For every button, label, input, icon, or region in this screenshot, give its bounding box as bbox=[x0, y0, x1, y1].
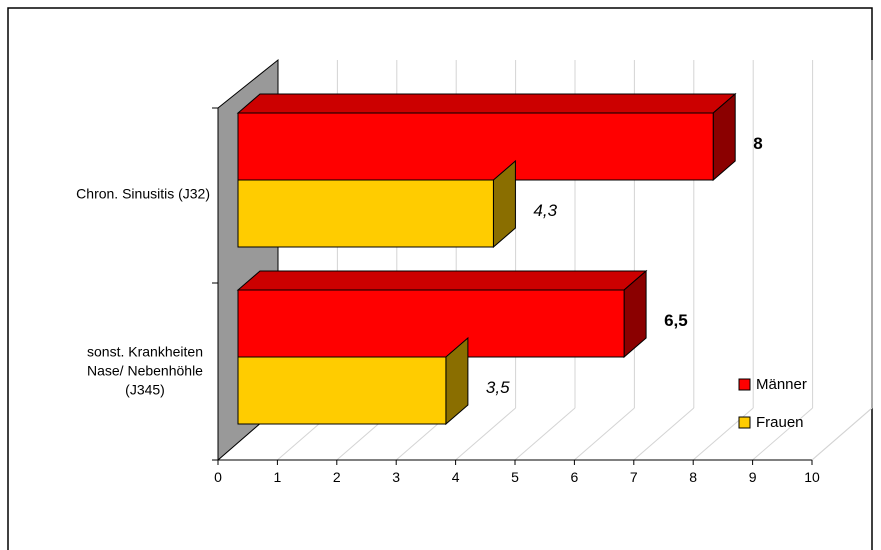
category-label: Nase/ Nebenhöhle bbox=[87, 363, 203, 379]
legend-label-frauen: Frauen bbox=[756, 414, 804, 431]
x-tick-label: 8 bbox=[689, 469, 697, 485]
category-label: sonst. Krankheiten bbox=[87, 344, 203, 360]
floor-gridline bbox=[455, 407, 516, 461]
bar-m-nner-sonst-krankheiten-na bbox=[237, 289, 625, 358]
x-tick-label: 10 bbox=[804, 469, 820, 485]
bar-frauen-sonst-krankheiten-na bbox=[237, 356, 447, 425]
data-label-m-nner-chron-sinusitis-j32: 8 bbox=[753, 134, 762, 153]
category-label: (J345) bbox=[125, 382, 165, 398]
x-tick-label: 9 bbox=[749, 469, 757, 485]
data-label-frauen-chron-sinusitis-j32: 4,3 bbox=[533, 201, 557, 220]
x-tick-label: 6 bbox=[571, 469, 579, 485]
bar-top-m-nner-sonst-krankheiten-na bbox=[236, 270, 648, 291]
legend-label-m-nner: Männer bbox=[756, 376, 807, 393]
category-label: Chron. Sinusitis (J32) bbox=[76, 186, 210, 202]
x-tick-label: 5 bbox=[511, 469, 519, 485]
floor-right-edge bbox=[811, 407, 873, 461]
x-tick-label: 7 bbox=[630, 469, 638, 485]
legend-swatch-m-nner bbox=[738, 378, 751, 391]
floor-gridline bbox=[514, 407, 576, 461]
data-label-frauen-sonst-krankheiten-na: 3,5 bbox=[486, 378, 510, 397]
data-label-m-nner-sonst-krankheiten-na: 6,5 bbox=[664, 311, 688, 330]
x-tick-label: 2 bbox=[333, 469, 341, 485]
floor-gridline bbox=[692, 407, 754, 461]
x-tick-label: 1 bbox=[274, 469, 282, 485]
floor-gridline bbox=[633, 407, 695, 461]
x-tick-label: 3 bbox=[392, 469, 400, 485]
floor-gridline bbox=[574, 407, 635, 461]
x-tick-label: 4 bbox=[452, 469, 460, 485]
bar-frauen-chron-sinusitis-j32 bbox=[237, 179, 494, 248]
floor-gridline bbox=[752, 407, 813, 461]
x-tick-label: 0 bbox=[214, 469, 222, 485]
legend-swatch-frauen bbox=[738, 416, 751, 429]
bar-top-m-nner-chron-sinusitis-j32 bbox=[236, 93, 737, 114]
bar-m-nner-chron-sinusitis-j32 bbox=[237, 112, 714, 181]
